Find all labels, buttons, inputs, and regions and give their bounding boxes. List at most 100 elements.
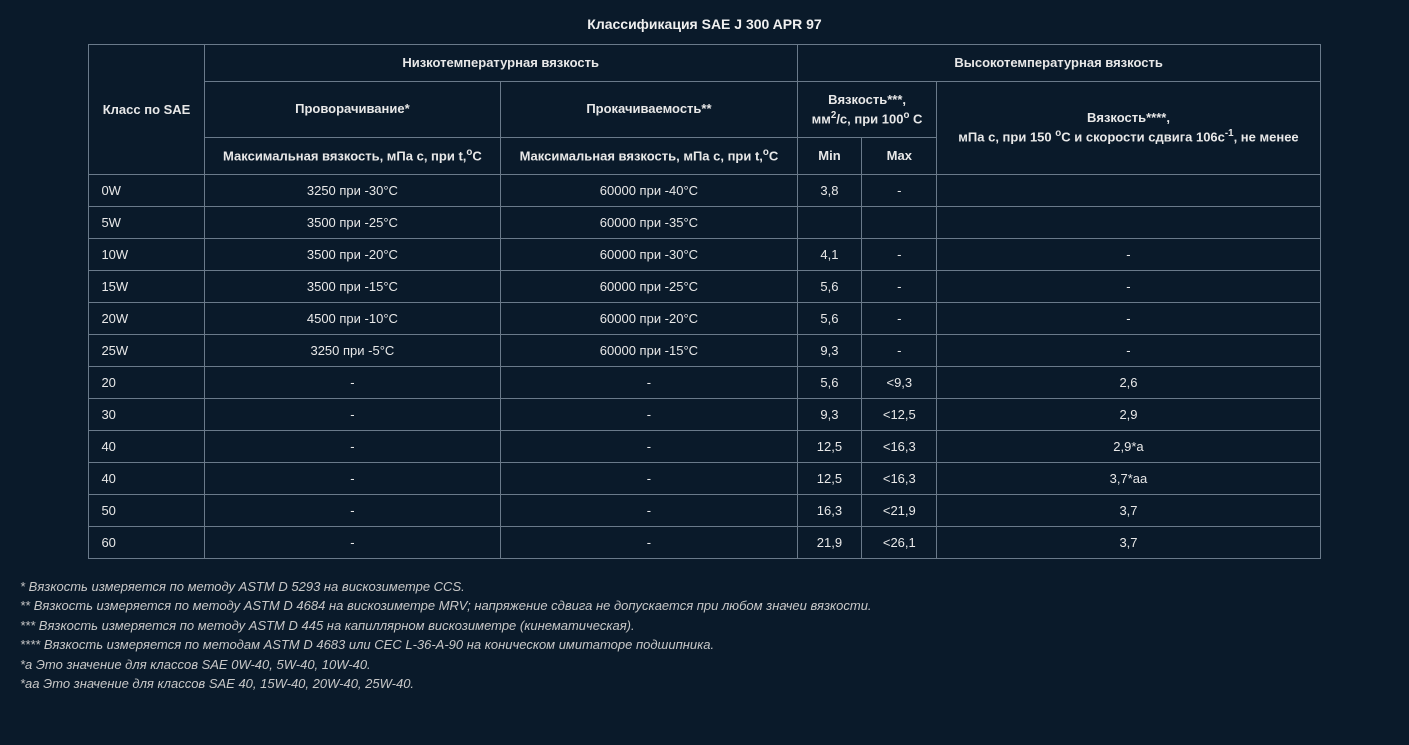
cell-sae: 60 [89,526,204,558]
cell-sae: 5W [89,206,204,238]
visc100-mm: мм [812,111,831,126]
footnote-line: **** Вязкость измеряется по методам ASTM… [20,635,1389,655]
cell-pumpability: 60000 при -25°С [501,270,798,302]
visc100-c: С [909,111,922,126]
cell-pumpability: 60000 при -35°С [501,206,798,238]
cell-cranking: 3500 при -15°С [204,270,501,302]
cell-min: 21,9 [797,526,862,558]
cell-pumpability: - [501,494,798,526]
cell-visc150: 2,9 [937,398,1320,430]
cell-pumpability: - [501,398,798,430]
footnotes: * Вязкость измеряется по методу ASTM D 5… [20,577,1389,694]
cell-max: - [862,238,937,270]
cell-min: 9,3 [797,334,862,366]
cell-cranking: - [204,366,501,398]
table-row: 25W3250 при -5°С60000 при -15°С9,3-- [89,334,1320,366]
cell-max [862,206,937,238]
cell-cranking: - [204,526,501,558]
cell-cranking: - [204,398,501,430]
cell-min: 12,5 [797,430,862,462]
col-sae-class: Класс по SAE [89,45,204,175]
footnote-line: *а Это значение для классов SAE 0W-40, 5… [20,655,1389,675]
page-title: Классификация SAE J 300 APR 97 [20,10,1389,44]
maxvisc-pump-a: Максимальная вязкость, мПа с, при t, [520,148,763,163]
cell-cranking: 3500 при -25°С [204,206,501,238]
cell-pumpability: 60000 при -20°С [501,302,798,334]
cell-visc150 [937,174,1320,206]
cell-pumpability: - [501,462,798,494]
cell-visc150: 2,6 [937,366,1320,398]
cell-min: 12,5 [797,462,862,494]
table-row: 20--5,6<9,32,6 [89,366,1320,398]
cell-cranking: 3500 при -20°С [204,238,501,270]
cell-visc150: - [937,302,1320,334]
col-visc150: Вязкость****, мПа с, при 150 оС и скорос… [937,81,1320,174]
table-row: 40--12,5<16,32,9*а [89,430,1320,462]
cell-max: <16,3 [862,462,937,494]
cell-visc150: 3,7 [937,526,1320,558]
visc150-line1: Вязкость****, [1087,110,1170,125]
cell-sae: 10W [89,238,204,270]
cell-max: - [862,270,937,302]
cell-pumpability: - [501,430,798,462]
cell-max: <21,9 [862,494,937,526]
cell-max: <26,1 [862,526,937,558]
cell-pumpability: 60000 при -40°С [501,174,798,206]
footnote-line: * Вязкость измеряется по методу ASTM D 5… [20,577,1389,597]
col-max: Max [862,137,937,174]
table-row: 40--12,5<16,33,7*аа [89,462,1320,494]
footnote-line: *аа Это значение для классов SAE 40, 15W… [20,674,1389,694]
cell-min [797,206,862,238]
cell-max: - [862,174,937,206]
table-row: 30--9,3<12,52,9 [89,398,1320,430]
cell-sae: 30 [89,398,204,430]
cell-sae: 0W [89,174,204,206]
cell-max: - [862,334,937,366]
cell-max: <12,5 [862,398,937,430]
cell-pumpability: - [501,526,798,558]
cell-pumpability: 60000 при -30°С [501,238,798,270]
cell-visc150: - [937,334,1320,366]
cell-min: 5,6 [797,366,862,398]
col-low-temp-group: Низкотемпературная вязкость [204,45,797,82]
col-min: Min [797,137,862,174]
cell-visc150 [937,206,1320,238]
col-max-visc-pump: Максимальная вязкость, мПа с, при t,оС [501,137,798,174]
col-max-visc-cranking: Максимальная вязкость, мПа с, при t,оС [204,137,501,174]
col-cranking: Проворачивание* [204,81,501,137]
visc100-line1: Вязкость***, [828,92,906,107]
cell-cranking: - [204,462,501,494]
table-row: 20W4500 при -10°С60000 при -20°С5,6-- [89,302,1320,334]
cell-visc150: 2,9*а [937,430,1320,462]
cell-visc150: - [937,270,1320,302]
maxvisc-crank-a: Максимальная вязкость, мПа с, при t, [223,148,466,163]
cell-sae: 25W [89,334,204,366]
cell-min: 5,6 [797,302,862,334]
col-visc100: Вязкость***, мм2/с, при 100о С [797,81,937,137]
sae-table: Класс по SAE Низкотемпературная вязкость… [88,44,1320,559]
cell-sae: 15W [89,270,204,302]
visc150-a: мПа с, при 150 [958,130,1055,145]
footnote-line: ** Вязкость измеряется по методу ASTM D … [20,596,1389,616]
table-row: 0W3250 при -30°С60000 при -40°С3,8- [89,174,1320,206]
cell-min: 16,3 [797,494,862,526]
footnote-line: *** Вязкость измеряется по методу ASTM D… [20,616,1389,636]
cell-cranking: 3250 при -30°С [204,174,501,206]
col-high-temp-group: Высокотемпературная вязкость [797,45,1320,82]
visc150-sup2: -1 [1225,128,1234,139]
cell-max: <9,3 [862,366,937,398]
cell-cranking: - [204,430,501,462]
maxvisc-crank-b: С [472,148,481,163]
cell-max: - [862,302,937,334]
cell-sae: 40 [89,430,204,462]
cell-sae: 20W [89,302,204,334]
cell-cranking: - [204,494,501,526]
visc100-part-b: /с, при 100 [836,111,903,126]
maxvisc-pump-b: С [769,148,778,163]
table-row: 10W3500 при -20°С60000 при -30°С4,1-- [89,238,1320,270]
table-row: 15W3500 при -15°С60000 при -25°С5,6-- [89,270,1320,302]
cell-min: 5,6 [797,270,862,302]
col-pumpability: Прокачиваемость** [501,81,798,137]
cell-min: 9,3 [797,398,862,430]
cell-sae: 20 [89,366,204,398]
